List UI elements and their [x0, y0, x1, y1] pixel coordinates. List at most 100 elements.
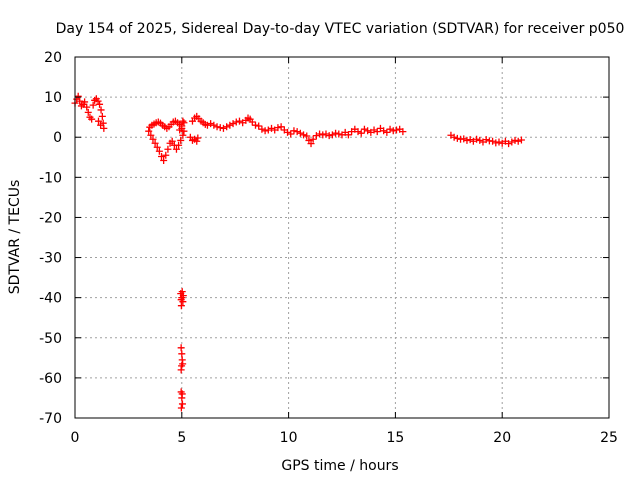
data-point-marker: [492, 139, 500, 147]
data-point-marker: [268, 124, 276, 132]
x-tick-label: 0: [71, 430, 80, 446]
grid: [75, 57, 609, 418]
data-point-marker: [357, 129, 365, 137]
data-point-marker: [77, 102, 85, 110]
y-tick-label: -70: [39, 411, 62, 427]
data-point-marker: [332, 129, 340, 137]
data-point-marker: [232, 118, 240, 126]
data-point-marker: [328, 131, 336, 139]
data-point-marker: [450, 133, 458, 141]
x-tick-label: 20: [493, 430, 511, 446]
data-point-marker: [193, 137, 201, 145]
y-tick-label: -30: [39, 251, 62, 267]
data-point-marker: [162, 151, 170, 159]
y-tick-label: 10: [44, 90, 62, 106]
data-point-marker: [223, 123, 231, 131]
data-point-marker: [94, 117, 102, 125]
data-point-marker: [155, 147, 163, 155]
data-point-marker: [293, 128, 301, 136]
data-point-marker: [97, 121, 105, 129]
data-point-marker: [178, 350, 186, 358]
data-point-marker: [100, 124, 108, 132]
data-point-marker: [168, 137, 176, 145]
data-point-marker: [179, 117, 187, 125]
y-tick-label: -50: [39, 331, 62, 347]
data-point-marker: [158, 152, 166, 160]
data-point-marker: [325, 132, 333, 140]
data-point-marker: [164, 145, 172, 153]
data-point-marker: [226, 121, 234, 129]
data-point-marker: [203, 121, 211, 129]
data-point-marker: [149, 135, 157, 143]
data-point-marker: [489, 137, 497, 145]
x-tick-label: 5: [177, 430, 186, 446]
data-point-marker: [153, 143, 161, 151]
data-point-marker: [463, 136, 471, 144]
data-point-marker: [172, 145, 180, 153]
data-point-marker: [303, 132, 311, 140]
data-point-marker: [476, 136, 484, 144]
data-point-marker: [94, 97, 102, 105]
data-point-marker: [177, 344, 185, 352]
data-point-marker: [300, 131, 308, 139]
data-point-marker: [97, 106, 105, 114]
y-tick-label: -10: [39, 170, 62, 186]
data-point-marker: [335, 130, 343, 138]
data-point-marker: [511, 136, 519, 144]
x-axis-label: GPS time / hours: [281, 458, 398, 474]
data-point-marker: [177, 302, 185, 310]
data-point-marker: [312, 132, 320, 140]
y-tick-label: 20: [44, 50, 62, 66]
data-point-marker: [145, 127, 153, 135]
data-point-marker: [466, 136, 474, 144]
data-point-marker: [83, 103, 91, 111]
data-point-marker: [229, 120, 237, 128]
y-tick-label: -20: [39, 210, 62, 226]
data-point-marker: [207, 120, 215, 128]
data-point-marker: [180, 119, 188, 127]
data-point-marker: [453, 134, 461, 142]
data-point-marker: [178, 288, 186, 296]
data-point-marker: [309, 135, 317, 143]
data-point-marker: [370, 126, 378, 134]
y-axis-label: SDTVAR / TECUs: [7, 180, 23, 295]
data-point-marker: [177, 296, 185, 304]
data-point-marker: [264, 126, 272, 134]
data-point-marker: [261, 127, 269, 135]
data-point-marker: [81, 98, 89, 106]
data-point-marker: [307, 140, 315, 148]
data-point-marker: [360, 125, 368, 133]
data-point-marker: [344, 131, 352, 139]
data-point-marker: [514, 137, 522, 145]
data-point-marker: [176, 126, 184, 134]
data-point-marker: [84, 108, 92, 116]
data-points: [71, 92, 525, 412]
data-point-marker: [319, 131, 327, 139]
data-point-marker: [255, 122, 263, 130]
data-point-marker: [151, 139, 159, 147]
data-point-marker: [91, 96, 99, 104]
y-tick-labels: 20 10 0 -10 -20 -30 -40 -50 -60 -70: [39, 50, 62, 427]
data-point-marker: [364, 127, 372, 135]
data-point-marker: [160, 156, 168, 164]
data-point-marker: [177, 136, 185, 144]
data-point-marker: [274, 124, 282, 132]
data-point-marker: [177, 366, 185, 374]
data-point-marker: [248, 118, 256, 126]
data-point-marker: [76, 97, 84, 105]
x-tick-label: 15: [386, 430, 404, 446]
data-point-marker: [508, 138, 516, 146]
data-point-marker: [386, 125, 394, 133]
data-point-marker: [194, 134, 202, 142]
data-point-marker: [290, 127, 298, 135]
data-point-marker: [383, 128, 391, 136]
data-point-marker: [392, 126, 400, 134]
data-point-marker: [98, 112, 106, 120]
data-point-marker: [175, 141, 183, 149]
chart-title: Day 154 of 2025, Sidereal Day-to-day VTE…: [56, 21, 625, 37]
data-point-marker: [495, 138, 503, 146]
data-point-marker: [216, 124, 224, 132]
data-point-marker: [380, 127, 388, 135]
data-point-marker: [251, 121, 259, 129]
